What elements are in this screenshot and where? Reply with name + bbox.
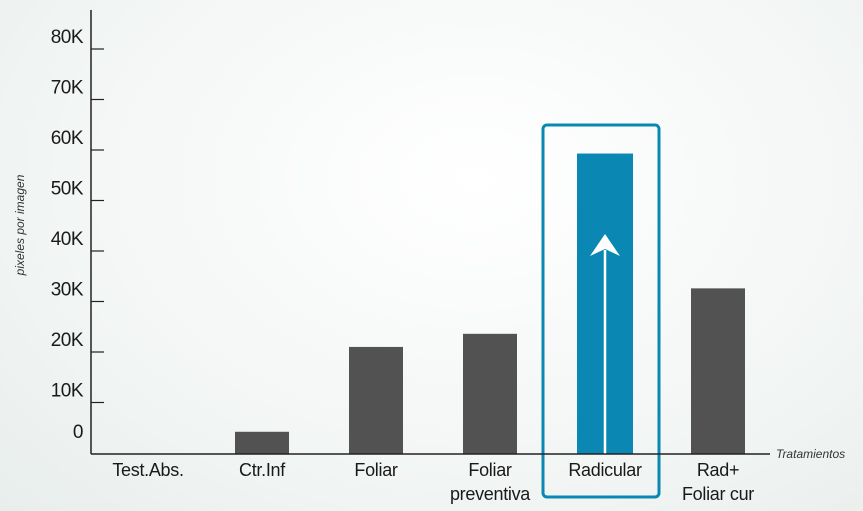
x-tick-label-line: Test.Abs. [112,460,183,480]
y-tick-label: 50K [51,179,84,200]
x-tick-label: Ctr.Inf [239,460,286,480]
bar [235,431,289,454]
y-tick-label: 0 [73,422,83,443]
x-tick-label-line: Foliar cur [682,484,754,504]
highlight-frame [541,123,661,499]
y-tick-label: 80K [51,27,84,48]
y-tick-label: 40K [51,229,84,250]
bar [691,288,745,454]
x-axis-labels: Test.Abs. Ctr.Inf Foliar Foliar preventiva Ra… [112,460,754,504]
bar [463,333,517,454]
y-tick-label: 70K [51,78,84,99]
bar [349,346,403,454]
x-tick-label: Radicular [568,460,642,480]
y-tick-label: 60K [51,128,84,149]
y-axis-title: pixeles por imagen [13,174,27,276]
x-tick-label: Foliar [354,460,398,480]
x-tick-label-line: Ctr.Inf [239,460,286,480]
x-tick-label-line: Foliar [468,460,512,480]
y-tick-label: 30K [51,280,84,301]
y-tick-label: 10K [51,381,84,402]
x-tick-label-line: Foliar [354,460,398,480]
y-axis-ticks: 0 10K 20K 30K 40K 50K 60K 70K 80K [51,27,104,443]
y-tick-label: 20K [51,330,84,351]
x-tick-label: Test.Abs. [112,460,183,480]
x-tick-label-line: preventiva [450,484,531,504]
arrow-head-icon [590,234,620,256]
x-tick-label-line: Radicular [568,460,642,480]
x-tick-label-line: Rad+ [697,460,739,480]
x-tick-label: Foliar preventiva [450,460,531,504]
bars [235,123,745,499]
x-tick-label: Rad+ Foliar cur [682,460,754,504]
x-axis-title: Tratamientos [776,447,845,461]
